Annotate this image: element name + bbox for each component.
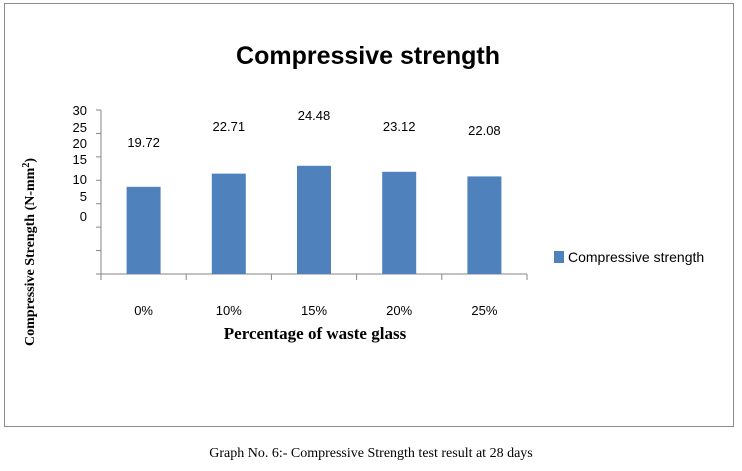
- bars: [126, 165, 502, 274]
- bar: [211, 173, 246, 274]
- legend: Compressive strength: [554, 249, 704, 265]
- y-axis-title-suffix: ): [23, 158, 38, 163]
- data-label: 22.71: [213, 119, 246, 134]
- y-tick-label: 30: [73, 103, 87, 118]
- y-tick-label: 5: [80, 189, 87, 204]
- chart-frame: [4, 3, 734, 427]
- y-tick-label: 10: [73, 172, 87, 187]
- y-tick-label: 20: [73, 136, 87, 151]
- figure-caption: Graph No. 6:- Compressive Strength test …: [209, 446, 533, 461]
- bar: [467, 176, 502, 274]
- data-label: 23.12: [383, 119, 416, 134]
- category-label: 10%: [216, 303, 242, 318]
- data-labels: 19.72 22.71 24.48 23.12 22.08: [127, 108, 500, 150]
- bar: [297, 165, 331, 274]
- bar: [126, 186, 161, 274]
- x-axis-title: Percentage of waste glass: [224, 324, 407, 343]
- y-axis-title-main: Compressive Strength (N-mm: [23, 167, 38, 346]
- chart-title: Compressive strength: [236, 42, 500, 70]
- data-label: 24.48: [298, 108, 331, 123]
- category-label: 0%: [134, 303, 153, 318]
- category-label: 20%: [386, 303, 412, 318]
- data-label: 22.08: [468, 123, 501, 138]
- y-axis-title: Compressive Strength (N-mm2): [21, 158, 38, 346]
- y-axis-title-superscript: 2: [21, 163, 32, 168]
- y-tick-label: 0: [80, 209, 87, 224]
- category-labels: 0% 10% 15% 20% 25%: [134, 303, 498, 318]
- legend-label: Compressive strength: [568, 249, 704, 265]
- bar: [382, 171, 417, 274]
- y-tick-label: 15: [73, 152, 87, 167]
- y-tick-label: 25: [73, 120, 87, 135]
- legend-swatch: [554, 251, 564, 263]
- category-label: 25%: [471, 303, 497, 318]
- category-label: 15%: [301, 303, 327, 318]
- data-label: 19.72: [127, 135, 160, 150]
